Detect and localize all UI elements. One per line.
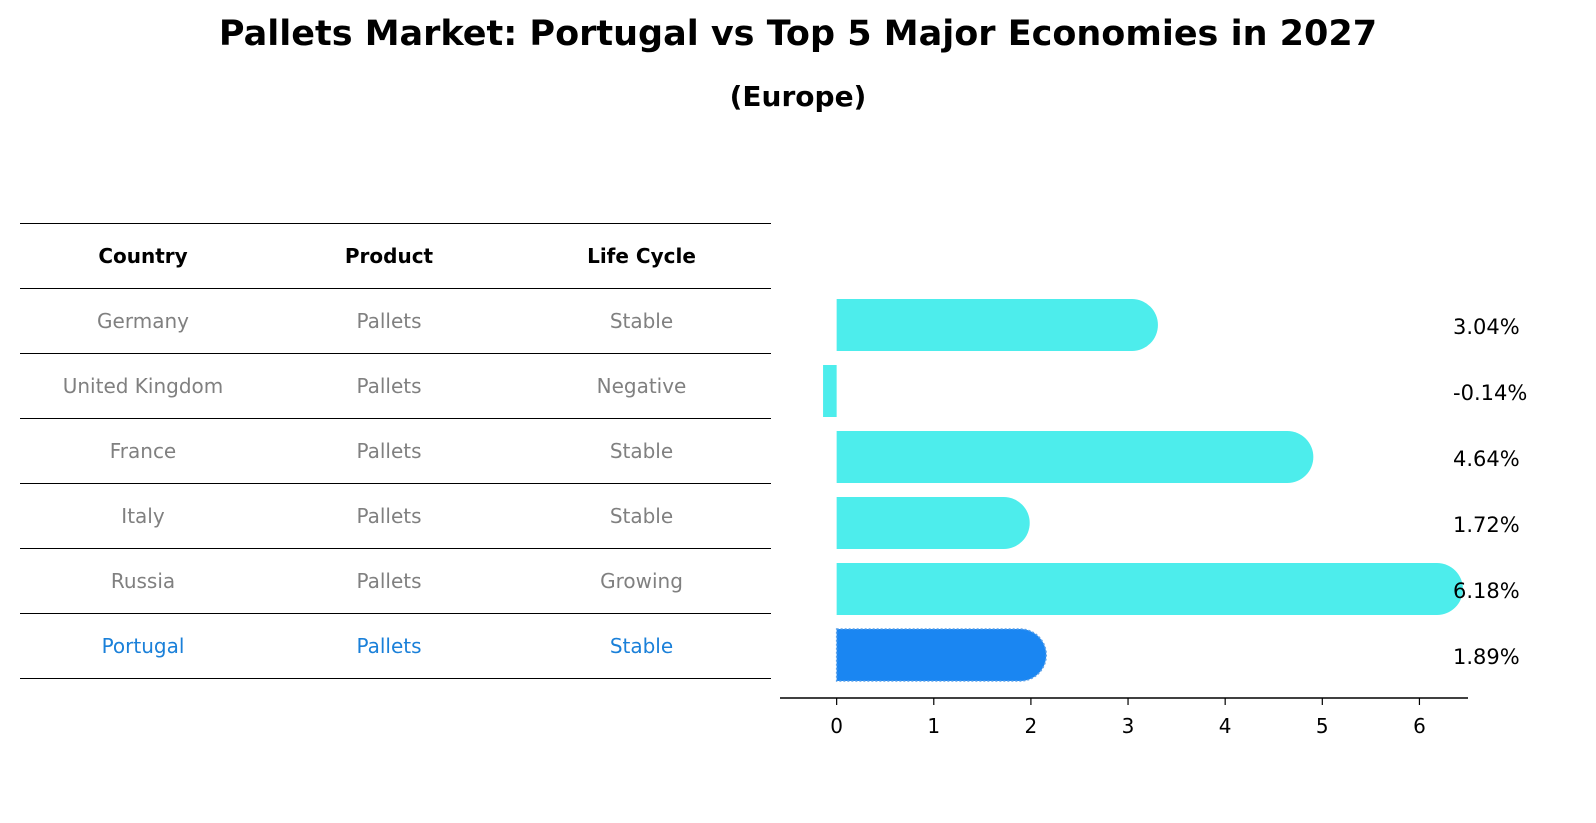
table-header-row: Country Product Life Cycle bbox=[20, 223, 771, 289]
table-row-highlighted: Portugal Pallets Stable bbox=[20, 613, 771, 679]
cell-product: Pallets bbox=[266, 418, 512, 484]
cell-product: Pallets bbox=[266, 288, 512, 354]
x-tick-label: 0 bbox=[830, 714, 843, 738]
cell-country: Italy bbox=[20, 483, 266, 549]
cell-country: France bbox=[20, 418, 266, 484]
x-tick-label: 3 bbox=[1122, 714, 1135, 738]
cell-product: Pallets bbox=[266, 613, 512, 679]
data-label: 4.64% bbox=[1453, 447, 1520, 471]
table-row: Italy Pallets Stable bbox=[20, 483, 771, 549]
table-row: Germany Pallets Stable bbox=[20, 288, 771, 354]
data-label: 3.04% bbox=[1453, 315, 1520, 339]
x-tick-label: 5 bbox=[1316, 714, 1329, 738]
x-tick-label: 4 bbox=[1219, 714, 1232, 738]
cell-life-cycle: Stable bbox=[512, 418, 771, 484]
cell-life-cycle: Growing bbox=[512, 548, 771, 614]
cell-country: Portugal bbox=[20, 613, 266, 679]
market-table: Country Product Life Cycle Germany Palle… bbox=[20, 223, 771, 679]
bar-france bbox=[836, 431, 1314, 483]
cell-country: Russia bbox=[20, 548, 266, 614]
cell-country: United Kingdom bbox=[20, 353, 266, 419]
cell-product: Pallets bbox=[266, 353, 512, 419]
cell-country: Germany bbox=[20, 288, 266, 354]
cell-life-cycle: Negative bbox=[512, 353, 771, 419]
data-label: 6.18% bbox=[1453, 579, 1520, 603]
bar-chart: 3.04% -0.14% 4.64% 1.72% 6.18% 1.89% 0 1 2 3 4 5 6 bbox=[780, 299, 1527, 738]
cell-life-cycle: Stable bbox=[512, 483, 771, 549]
bar-russia bbox=[836, 563, 1463, 615]
x-tick-label: 1 bbox=[927, 714, 940, 738]
cell-life-cycle: Stable bbox=[512, 613, 771, 679]
table-row: France Pallets Stable bbox=[20, 418, 771, 484]
header-product: Product bbox=[266, 223, 512, 289]
data-label: -0.14% bbox=[1453, 381, 1527, 405]
x-tick-label: 6 bbox=[1413, 714, 1426, 738]
cell-life-cycle: Stable bbox=[512, 288, 771, 354]
x-tick-label: 2 bbox=[1025, 714, 1038, 738]
table-row: United Kingdom Pallets Negative bbox=[20, 353, 771, 419]
chart-title: Pallets Market: Portugal vs Top 5 Major … bbox=[218, 14, 1378, 54]
data-label: 1.72% bbox=[1453, 513, 1520, 537]
header-life-cycle: Life Cycle bbox=[512, 223, 771, 289]
bar-portugal bbox=[835, 628, 1047, 682]
bar-germany bbox=[836, 299, 1158, 351]
cell-product: Pallets bbox=[266, 483, 512, 549]
chart-subtitle: (Europe) bbox=[729, 80, 867, 113]
data-label: 1.89% bbox=[1453, 645, 1520, 669]
bar-italy bbox=[836, 497, 1030, 549]
header-country: Country bbox=[20, 223, 266, 289]
bar-united-kingdom bbox=[823, 365, 837, 417]
table-row: Russia Pallets Growing bbox=[20, 548, 771, 614]
cell-product: Pallets bbox=[266, 548, 512, 614]
